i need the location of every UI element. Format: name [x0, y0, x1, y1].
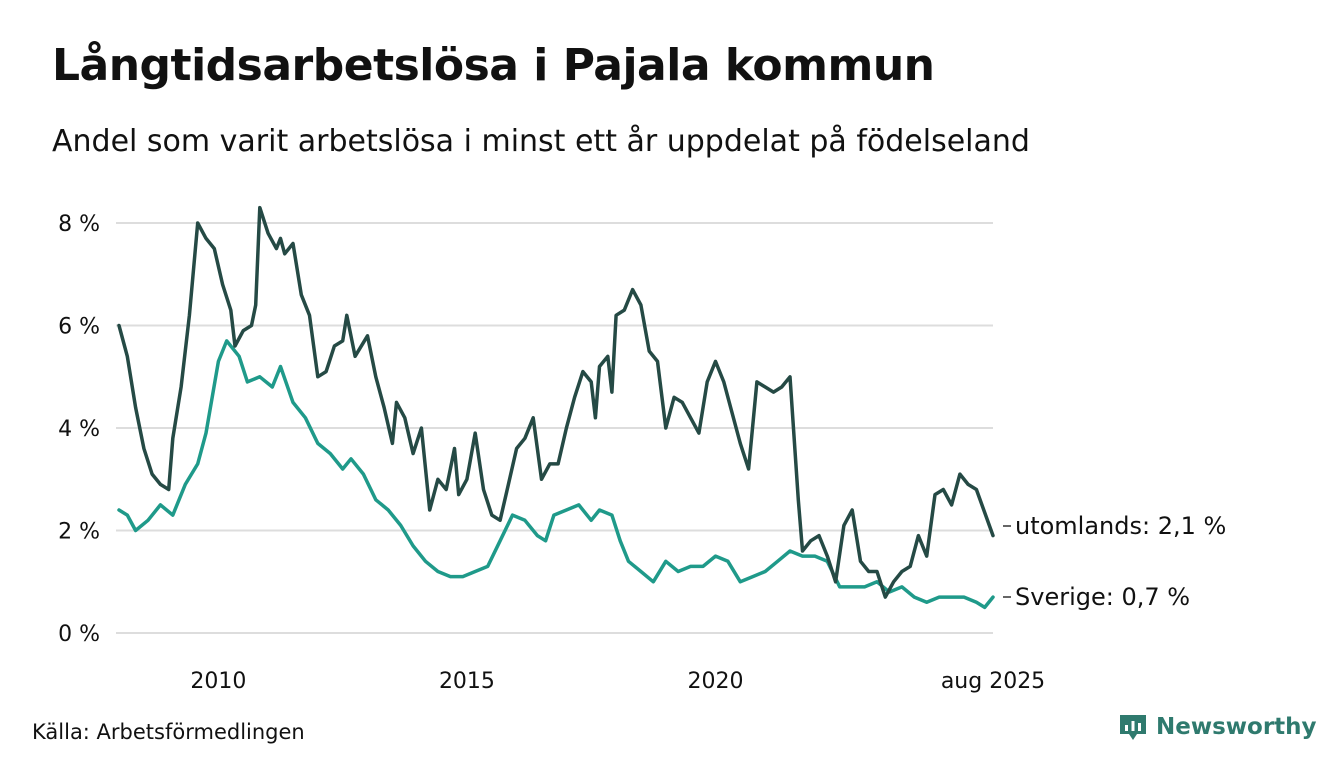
x-tick-label: 2015 — [439, 669, 495, 694]
x-tick-label: 2020 — [687, 669, 743, 694]
series-end-label-sverige: Sverige: 0,7 % — [1015, 583, 1190, 611]
y-tick-label: 0 % — [58, 622, 100, 647]
source-note: Källa: Arbetsförmedlingen — [32, 720, 305, 744]
series-line-utomlands — [117, 205, 995, 599]
series-end-label-utomlands: utomlands: 2,1 % — [1015, 512, 1226, 540]
x-tick-label: aug 2025 — [941, 669, 1045, 694]
y-tick-label: 6 % — [58, 315, 100, 340]
y-tick-label: 4 % — [58, 417, 100, 442]
brand-logo[interactable]: Newsworthy — [1118, 712, 1317, 742]
newsworthy-logo-icon — [1120, 715, 1146, 740]
x-tick-label: 2010 — [190, 669, 246, 694]
chart-title: Långtidsarbetslösa i Pajala kommun — [52, 40, 935, 91]
brand-name: Newsworthy — [1156, 714, 1317, 740]
y-tick-label: 8 % — [58, 212, 100, 237]
y-tick-label: 2 % — [58, 520, 100, 545]
chart-subtitle: Andel som varit arbetslösa i minst ett å… — [52, 124, 1030, 159]
series-line-sverige — [117, 339, 995, 610]
